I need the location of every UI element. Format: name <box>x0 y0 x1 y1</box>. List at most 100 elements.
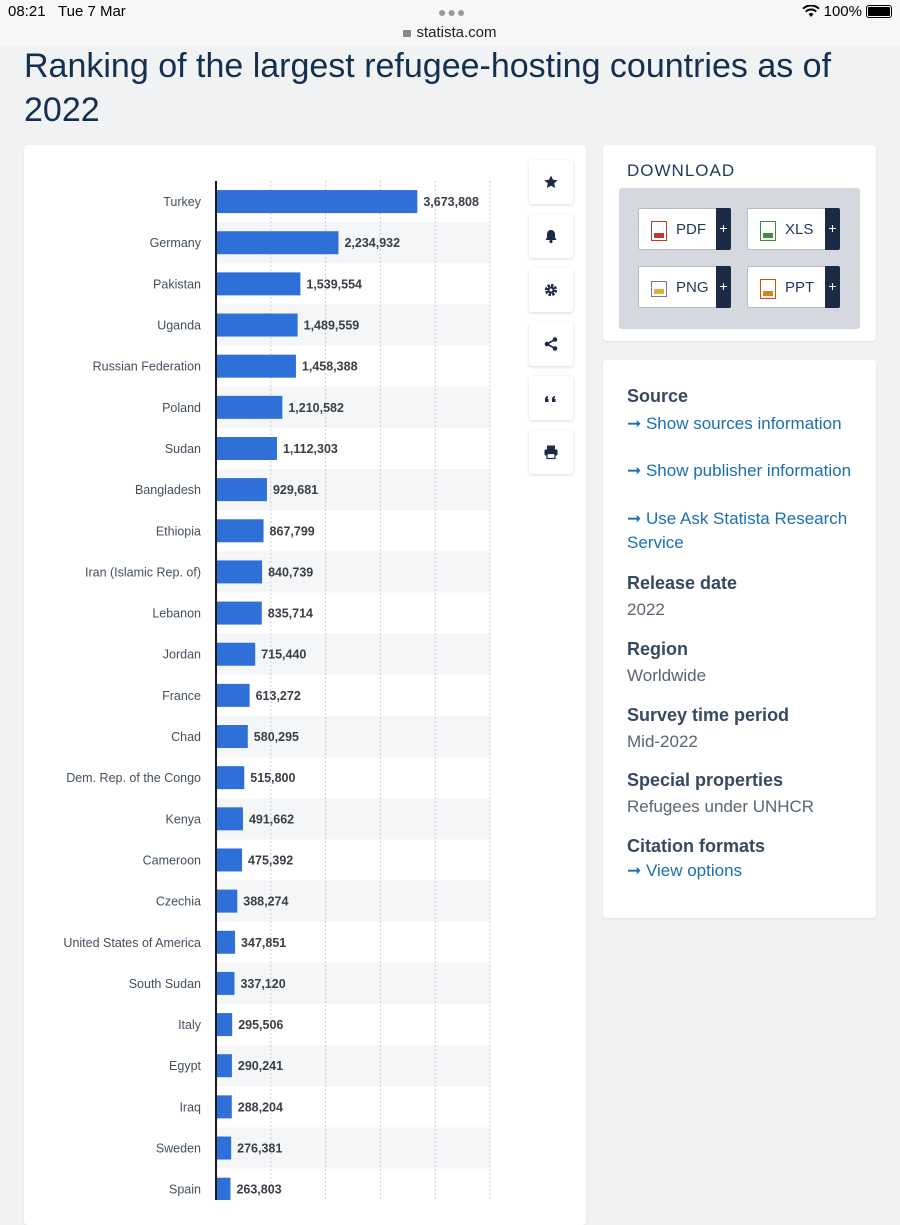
chart-data-label: 867,799 <box>270 524 315 538</box>
chart-data-label: 288,204 <box>238 1100 283 1114</box>
chart-row-band <box>216 715 490 758</box>
png-file-icon <box>651 281 667 297</box>
share-button[interactable] <box>529 322 573 366</box>
status-date: Tue 7 Mar <box>58 3 126 20</box>
download-pdf-button[interactable]: PDF + <box>638 208 731 250</box>
chart-bar[interactable] <box>216 848 243 872</box>
arrow-right-icon: ➞ <box>627 861 646 880</box>
chart-data-label: 290,241 <box>238 1059 283 1073</box>
chart-data-label: 613,272 <box>256 689 301 703</box>
chart-category-label: Chad <box>171 730 201 744</box>
chart-bar[interactable] <box>216 436 277 460</box>
chart-bar[interactable] <box>216 725 248 749</box>
chart-category-label: Cameroon <box>143 853 201 867</box>
chart-category-label: Bangladesh <box>135 483 201 497</box>
chart-data-label: 1,112,303 <box>283 442 338 456</box>
show-publisher-link[interactable]: ➞ Show publisher information <box>627 459 867 483</box>
ask-statista-label: Use Ask Statista Research Service <box>627 509 848 552</box>
star-icon <box>544 175 558 188</box>
chart-data-label: 337,120 <box>240 977 285 991</box>
status-bar: 08:21 Tue 7 Mar ●●● 100% statista.com <box>0 0 900 46</box>
chart-bar[interactable] <box>216 889 238 913</box>
chart-category-label: Iraq <box>179 1100 201 1114</box>
view-options-label: View options <box>645 861 743 880</box>
download-ppt-button[interactable]: PPT + <box>747 266 840 308</box>
chart-bar[interactable] <box>216 395 283 419</box>
chart-bar[interactable] <box>216 354 296 378</box>
url-bar[interactable]: statista.com <box>0 24 900 41</box>
chart-data-label: 580,295 <box>254 730 299 744</box>
chart-category-label: South Sudan <box>129 977 201 991</box>
chart-bar[interactable] <box>216 519 264 543</box>
show-sources-link[interactable]: ➞ Show sources information <box>627 412 867 436</box>
download-card: DOWNLOAD PDF + XLS + PNG + PPT + <box>603 145 876 341</box>
view-options-link[interactable]: ➞ View options <box>627 859 867 883</box>
chart-category-label: United States of America <box>63 936 201 950</box>
chart-bar[interactable] <box>216 807 243 831</box>
notification-button[interactable] <box>529 214 573 258</box>
bell-icon <box>545 230 557 244</box>
chart-bar[interactable] <box>216 1095 232 1119</box>
chart-category-label: Pakistan <box>153 277 201 291</box>
chart-data-label: 929,681 <box>273 483 318 497</box>
chart-category-label: Turkey <box>163 195 201 209</box>
chart-category-label: Kenya <box>166 812 201 826</box>
favorite-button[interactable] <box>529 160 573 204</box>
chart-bar[interactable] <box>216 1177 231 1200</box>
chart-bar[interactable] <box>216 642 256 666</box>
chart-category-label: Lebanon <box>152 607 201 621</box>
chart-bar[interactable] <box>216 930 236 954</box>
ask-statista-link[interactable]: ➞ Use Ask Statista Research Service <box>627 507 867 555</box>
arrow-right-icon: ➞ <box>627 461 646 480</box>
arrow-right-icon: ➞ <box>627 509 646 528</box>
chart-category-label: Russian Federation <box>93 360 201 374</box>
download-png-button[interactable]: PNG + <box>638 266 731 308</box>
chart-bar[interactable] <box>216 231 339 255</box>
print-button[interactable] <box>529 430 573 474</box>
region-heading: Region <box>627 639 688 659</box>
chart-card: Turkey 3,673,808 Germany 2,234,932 Pakistan 1… <box>24 145 586 1225</box>
chart-bar[interactable] <box>216 766 245 790</box>
xls-file-icon <box>760 221 776 241</box>
show-publisher-label: Show publisher information <box>645 461 852 480</box>
more-dots-icon[interactable]: ●●● <box>438 4 467 20</box>
survey-period-value: Mid-2022 <box>627 732 698 751</box>
gear-icon <box>544 283 558 297</box>
release-date-value: 2022 <box>627 600 665 619</box>
pdf-plus-icon: + <box>716 208 731 250</box>
chart-data-label: 491,662 <box>249 812 294 826</box>
chart-data-label: 840,739 <box>268 565 313 579</box>
download-panel: PDF + XLS + PNG + PPT + <box>619 188 860 329</box>
battery-percent: 100% <box>823 3 862 20</box>
chart-bar[interactable] <box>216 1013 233 1037</box>
chart-bar[interactable] <box>216 1054 232 1078</box>
show-sources-label: Show sources information <box>645 414 842 433</box>
download-xls-button[interactable]: XLS + <box>747 208 840 250</box>
png-label: PNG <box>676 279 709 296</box>
chart-category-label: Dem. Rep. of the Congo <box>66 771 201 785</box>
chart-bar[interactable] <box>216 478 267 502</box>
chart-row-band <box>216 1045 490 1087</box>
chart-bar[interactable] <box>216 601 262 625</box>
chart-bar[interactable] <box>216 313 298 337</box>
chart-bar[interactable] <box>216 971 235 995</box>
chart-data-label: 347,851 <box>241 936 286 950</box>
chart-data-label: 1,489,559 <box>304 319 360 333</box>
chart-category-label: France <box>162 689 201 703</box>
xls-plus-icon: + <box>825 208 840 250</box>
chart-bar[interactable] <box>216 560 263 584</box>
info-card: Source ➞ Show sources information ➞ Show… <box>603 360 876 918</box>
battery-icon <box>866 5 892 18</box>
chart-data-label: 263,803 <box>236 1183 281 1197</box>
chart-category-label: Sweden <box>156 1142 201 1156</box>
chart-bar[interactable] <box>216 190 418 214</box>
chart-bar[interactable] <box>216 683 250 707</box>
chart-category-label: Sudan <box>165 442 201 456</box>
cite-button[interactable] <box>529 376 573 420</box>
settings-button[interactable] <box>529 268 573 312</box>
chart-bar[interactable] <box>216 1136 232 1160</box>
citation-formats-heading: Citation formats <box>627 836 766 856</box>
special-properties-heading: Special properties <box>627 770 784 790</box>
chart-row-band <box>216 962 490 1004</box>
chart-bar[interactable] <box>216 272 301 296</box>
